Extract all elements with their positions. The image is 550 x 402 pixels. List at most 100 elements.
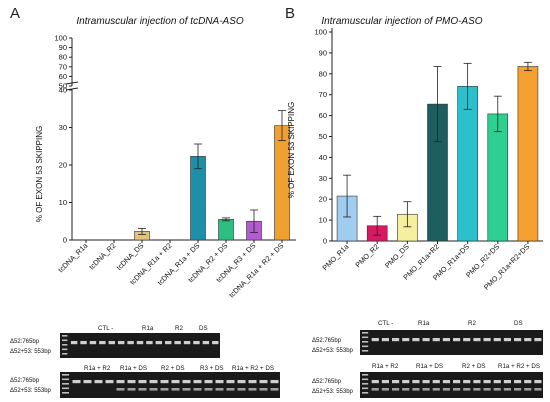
gel-ladder-band: [62, 383, 69, 385]
gel-band-upper: [183, 341, 191, 345]
gel-a-band-bottom-2: Δ52+53: 553bp: [10, 388, 52, 394]
panel-letter-a: A: [10, 5, 20, 22]
gel-band-lower: [493, 388, 501, 391]
chart-b-ytick-label: 10: [319, 216, 327, 225]
gel-band-upper: [524, 380, 532, 384]
gel-bands: [62, 332, 542, 394]
gel-a-group-r1a: R1a: [142, 325, 154, 332]
gel-band-upper: [117, 341, 125, 345]
gel-ladder-band: [362, 383, 369, 385]
gel-band-upper: [182, 380, 191, 384]
gel-ladder-band: [362, 387, 369, 390]
gel-ladder-band: [362, 350, 369, 352]
chart-b-ytick-label: 40: [319, 153, 327, 162]
chart-b-ytick-label: 20: [319, 195, 327, 204]
gel-band-lower: [432, 388, 440, 391]
gel-band-upper: [493, 338, 501, 342]
gel-band-lower: [483, 388, 491, 391]
gel-ladder-band: [362, 392, 369, 394]
gel-band-upper: [503, 380, 511, 384]
chart-b-ytick-label: 0: [323, 237, 327, 246]
gel-b-group-r1a-ds: R1a + DS: [416, 363, 443, 370]
gel-ladder-band: [62, 348, 68, 351]
gel-band-upper: [432, 338, 440, 342]
gel-band-upper: [70, 341, 78, 345]
gel-ladder-band: [62, 339, 68, 342]
chart-a-bar: [218, 219, 234, 241]
chart-b-ticks: 0 10 20 30 40 50 60 70 80 90 100: [314, 28, 332, 246]
gel-band-upper: [83, 380, 92, 384]
gel-band-upper: [534, 338, 542, 342]
gel-band-upper: [503, 338, 511, 342]
gel-band-lower: [371, 388, 379, 391]
gel-band-upper: [392, 338, 400, 342]
gel-band-lower: [453, 388, 461, 391]
gel-a-band-bottom-1: Δ52+53: 553bp: [10, 349, 52, 355]
gel-a-group-ctl: CTL -: [98, 325, 113, 332]
gel-band-upper: [483, 338, 491, 342]
gel-band-upper: [146, 341, 153, 345]
gel-band-upper: [155, 341, 163, 345]
gel-band-upper: [215, 380, 224, 384]
gel-band-lower: [412, 388, 420, 391]
chart-a-category-label: tcDNA_R1a: [56, 241, 89, 274]
chart-b-ytick-label: 60: [319, 111, 327, 120]
gel-band-lower: [182, 388, 191, 391]
gel-ladder-band: [62, 335, 68, 337]
gel-band-lower: [237, 388, 246, 391]
chart-a-ytick-label: 100: [54, 34, 67, 43]
gel-band-lower: [442, 388, 450, 391]
gel-band-upper: [412, 380, 420, 384]
gel-a-group-r2: R2: [175, 325, 183, 332]
gel-band-upper: [72, 380, 81, 384]
gel-band-lower: [473, 388, 481, 391]
gel-band-upper: [160, 380, 169, 384]
gel-band-upper: [524, 338, 532, 342]
chart-a-bars: [134, 110, 290, 241]
chart-a-ytick-label: 20: [59, 161, 67, 170]
gel-band-lower: [514, 388, 522, 391]
panel-letter-b: B: [285, 5, 295, 22]
chart-b-ytick-label: 100: [314, 28, 327, 37]
chart-b-category-label: PMO_DS: [383, 242, 411, 270]
gel-band-lower: [171, 388, 180, 391]
gel-band-upper: [381, 380, 389, 384]
gel-ladder-band: [362, 332, 369, 334]
gel-band-lower: [503, 388, 511, 391]
gel-band-upper: [259, 380, 268, 384]
chart-b-bars: [336, 61, 539, 242]
gel-b-group-ctl: CTL -: [378, 320, 393, 327]
chart-b-title: Intramuscular injection of PMO-ASO: [321, 16, 482, 27]
gel-band-lower: [270, 388, 279, 391]
gel-band-upper: [80, 341, 87, 345]
gel-band-upper: [237, 380, 246, 384]
gel-ladder-band: [62, 344, 68, 346]
gel-b-band-bottom-2: Δ52+53: 553bp: [312, 389, 354, 395]
gel-band-upper: [453, 338, 461, 342]
gel-band-upper: [105, 380, 114, 384]
gel-band-upper: [149, 380, 158, 384]
gel-band-lower: [193, 388, 202, 391]
gel-band-upper: [248, 380, 257, 384]
chart-b-ytick-label: 30: [319, 174, 327, 183]
gel-b-group-r1a: R1a: [418, 320, 430, 327]
gel-band-lower: [149, 388, 158, 391]
gel-band-upper: [116, 380, 125, 384]
gel-b-bottom-strip: [360, 372, 543, 398]
chart-a-ytick-label: 10: [59, 198, 67, 207]
gel-ladder-band: [62, 374, 69, 376]
chart-a-axis-break-1: [65, 81, 79, 85]
chart-b-ylabel: % OF EXON 53 SKIPPING: [287, 102, 296, 198]
gel-band-upper: [402, 338, 410, 342]
chart-a-ytick-label: 0: [63, 236, 67, 245]
gel-band-lower: [381, 388, 389, 391]
chart-b-ytick-label: 50: [319, 132, 327, 141]
gel-band-lower: [127, 388, 136, 391]
chart-b-category-label: PMO_R2: [353, 242, 380, 269]
gel-band-upper: [412, 338, 420, 342]
chart-b-bar: [517, 66, 539, 242]
chart-b-category-label: PMO_R1a: [320, 242, 350, 272]
gel-b-group-ds: DS: [514, 320, 523, 327]
